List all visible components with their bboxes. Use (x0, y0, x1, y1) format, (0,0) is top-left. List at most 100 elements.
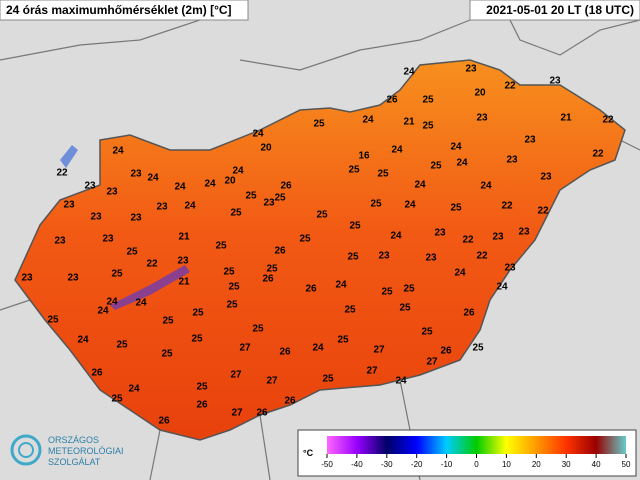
timestamp: 2021-05-01 20 LT (18 UTC) (486, 3, 634, 17)
station-value: 26 (463, 308, 475, 319)
title-box (0, 0, 249, 21)
tick-label: 0 (474, 460, 479, 469)
station-value: 23 (378, 251, 390, 262)
station-value: 25 (316, 210, 328, 221)
station-value: 25 (348, 165, 360, 176)
tick-label: -30 (381, 460, 393, 469)
station-value: 26 (196, 400, 208, 411)
station-value: 22 (462, 235, 474, 246)
station-value: 25 (344, 305, 356, 316)
station-value: 24 (312, 343, 324, 354)
station-value: 16 (358, 151, 370, 162)
station-value: 23 (84, 181, 96, 192)
logo-text: ORSZÁGOS (48, 435, 99, 445)
station-value: 22 (146, 259, 158, 270)
station-value: 24 (456, 158, 468, 169)
station-value: 26 (284, 396, 296, 407)
station-value: 25 (192, 308, 204, 319)
station-value: 24 (454, 268, 466, 279)
station-value: 24 (404, 200, 416, 211)
station-value: 25 (403, 284, 415, 295)
station-value: 25 (223, 267, 235, 278)
logo-text: SZOLGÁLAT (48, 457, 101, 467)
station-value: 24 (414, 180, 426, 191)
station-value: 23 (492, 232, 504, 243)
station-value: 25 (313, 119, 325, 130)
station-value: 23 (130, 169, 142, 180)
station-value: 24 (362, 115, 374, 126)
station-value: 24 (450, 142, 462, 153)
station-value: 24 (204, 179, 216, 190)
station-value: 23 (21, 273, 33, 284)
station-value: 23 (524, 135, 536, 146)
station-value: 25 (421, 327, 433, 338)
station-value: 21 (178, 232, 190, 243)
station-value: 22 (501, 201, 513, 212)
station-value: 24 (480, 181, 492, 192)
station-value: 20 (260, 143, 272, 154)
logo-ring (10, 434, 42, 466)
station-value: 23 (263, 198, 275, 209)
station-value: 23 (425, 253, 437, 264)
station-value: 25 (228, 282, 240, 293)
station-value: 25 (349, 221, 361, 232)
station-value: 22 (602, 115, 614, 126)
station-value: 26 (256, 408, 268, 419)
station-value: 23 (504, 263, 516, 274)
lake (60, 145, 78, 168)
station-value: 25 (370, 199, 382, 210)
station-value: 25 (215, 241, 227, 252)
station-value: 25 (230, 208, 242, 219)
station-value: 24 (496, 282, 508, 293)
station-value: 25 (266, 264, 278, 275)
station-value: 22 (56, 168, 68, 179)
tick-label: 30 (562, 460, 571, 469)
station-value: 23 (549, 76, 561, 87)
station-value: 25 (252, 324, 264, 335)
tick-label: -50 (321, 460, 333, 469)
station-value: 24 (403, 67, 415, 78)
station-value: 25 (111, 394, 123, 405)
tick-label: -40 (351, 460, 363, 469)
legend-unit: °C (303, 448, 314, 458)
logo-ring (18, 442, 34, 458)
hungary-temperature-field (14, 59, 626, 441)
tick-label: 40 (592, 460, 601, 469)
station-value: 27 (266, 376, 278, 387)
colorbar (327, 436, 626, 454)
station-value: 25 (196, 382, 208, 393)
station-value: 24 (390, 231, 402, 242)
station-value: 26 (262, 274, 274, 285)
logo: ORSZÁGOS METEOROLÓGIAI SZOLGÁLAT (10, 434, 124, 467)
station-value: 24 (147, 173, 159, 184)
station-value: 23 (156, 202, 168, 213)
station-value: 27 (426, 357, 438, 368)
station-value: 23 (506, 155, 518, 166)
station-value: 26 (279, 347, 291, 358)
station-value: 25 (399, 303, 411, 314)
station-value: 23 (465, 64, 477, 75)
station-value: 23 (67, 273, 79, 284)
station-value: 25 (226, 300, 238, 311)
station-value: 25 (47, 315, 59, 326)
station-value: 23 (177, 256, 189, 267)
station-value: 23 (106, 187, 118, 198)
tick-label: 50 (622, 460, 631, 469)
station-value: 26 (305, 284, 317, 295)
station-value: 25 (126, 247, 138, 258)
station-value: 24 (128, 384, 140, 395)
station-value: 26 (440, 346, 452, 357)
station-value: 24 (77, 335, 89, 346)
station-value: 25 (347, 252, 359, 263)
station-value: 25 (377, 169, 389, 180)
tick-label: -20 (411, 460, 423, 469)
station-value: 26 (386, 95, 398, 106)
station-value: 24 (391, 145, 403, 156)
station-value: 25 (299, 234, 311, 245)
station-value: 20 (474, 88, 486, 99)
logo-text: METEOROLÓGIAI (48, 446, 124, 456)
station-value: 25 (274, 193, 286, 204)
station-value: 25 (422, 121, 434, 132)
